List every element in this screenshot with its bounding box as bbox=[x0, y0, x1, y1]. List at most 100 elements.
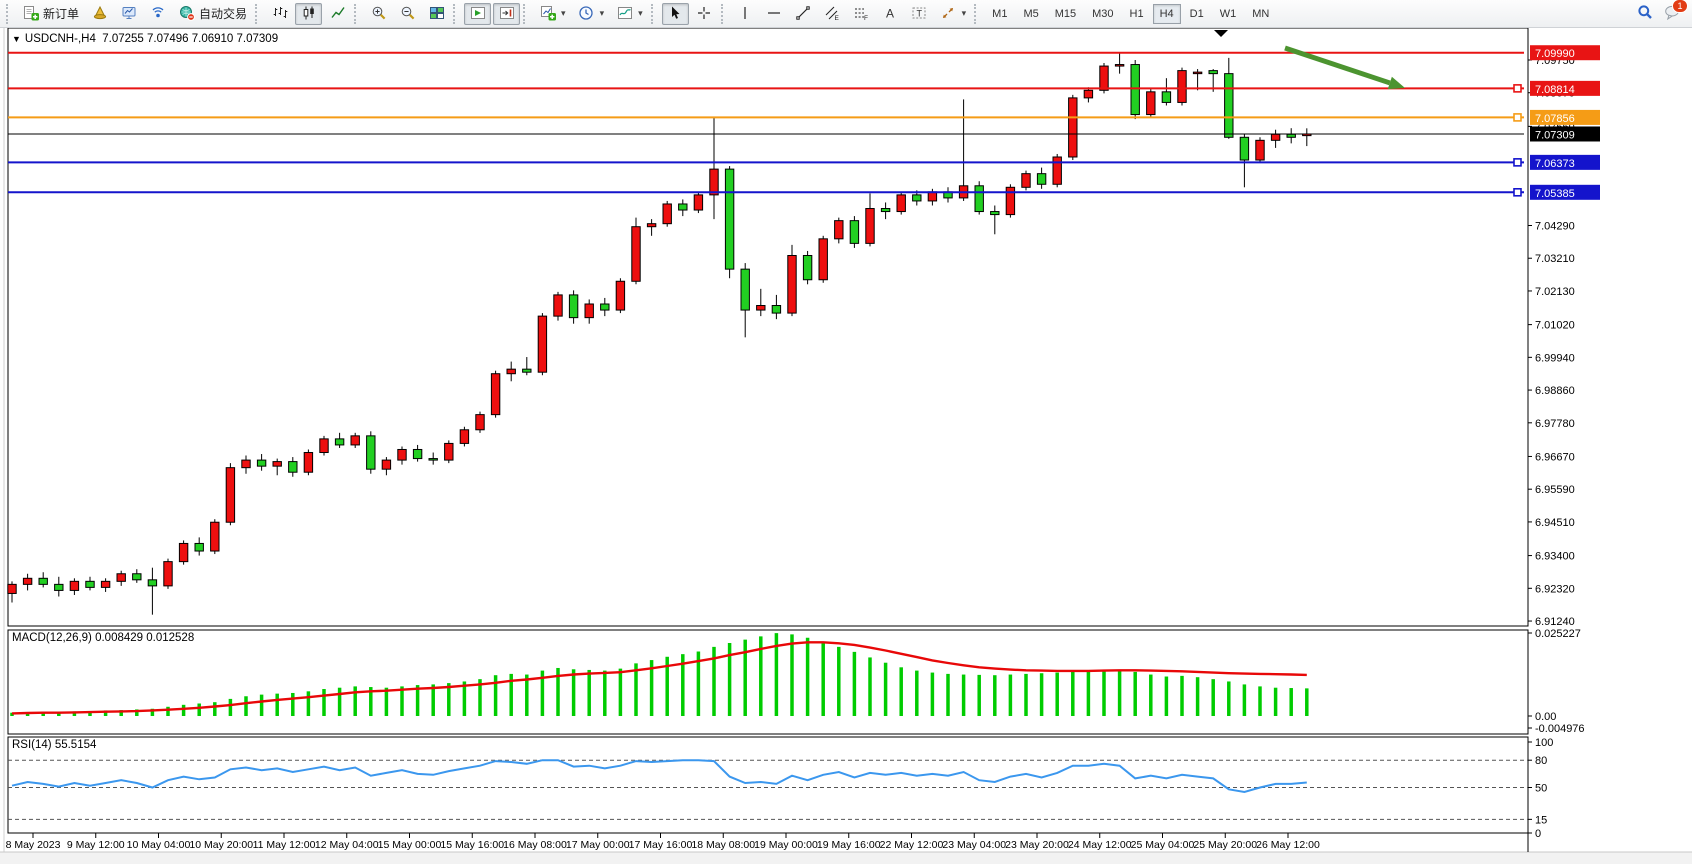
candle bbox=[272, 458, 282, 476]
candle bbox=[163, 558, 173, 589]
chevron-down-icon[interactable]: ▾ bbox=[638, 8, 643, 18]
candle bbox=[506, 361, 516, 382]
zoom-out-button[interactable] bbox=[394, 3, 421, 25]
toolbar-grip[interactable] bbox=[523, 3, 529, 24]
timeframe-m15[interactable]: M15 bbox=[1048, 4, 1083, 24]
bar-chart-button[interactable] bbox=[266, 3, 293, 25]
candle bbox=[553, 291, 563, 321]
auto-scroll-button[interactable] bbox=[464, 2, 492, 25]
line-chart-icon bbox=[329, 5, 346, 22]
level-line-handle[interactable] bbox=[1513, 188, 1522, 197]
chevron-down-icon[interactable]: ▾ bbox=[961, 8, 967, 18]
horizontal-line-button[interactable] bbox=[761, 3, 788, 25]
macd-panel[interactable] bbox=[7, 629, 1529, 735]
candle bbox=[865, 193, 875, 247]
toolbar-grip[interactable] bbox=[6, 3, 12, 24]
candle bbox=[54, 576, 64, 597]
toolbar-grip[interactable] bbox=[354, 3, 360, 24]
toolbar-grip[interactable] bbox=[255, 3, 261, 24]
level-line-handle[interactable] bbox=[1513, 113, 1522, 122]
trade-group: 新订单 自动交易 bbox=[16, 1, 253, 27]
new-chart-button[interactable]: ▾ bbox=[534, 3, 571, 25]
timeframe-m1[interactable]: M1 bbox=[985, 4, 1014, 24]
timeframe-m5[interactable]: M5 bbox=[1016, 4, 1045, 24]
cursor-button[interactable] bbox=[661, 2, 689, 25]
level-line-handle[interactable] bbox=[1513, 84, 1522, 93]
trendline-icon bbox=[795, 5, 812, 22]
candlestick-button[interactable] bbox=[295, 2, 323, 25]
period-button[interactable]: ▾ bbox=[573, 3, 610, 25]
candle bbox=[381, 457, 392, 476]
timeframe-w1[interactable]: W1 bbox=[1213, 4, 1244, 24]
chevron-down-icon[interactable]: ▾ bbox=[599, 8, 605, 18]
candle bbox=[522, 357, 532, 376]
level-price-text: 7.09990 bbox=[1535, 48, 1575, 60]
channel-button[interactable]: E bbox=[819, 3, 846, 25]
crosshair-button[interactable] bbox=[691, 3, 718, 25]
candle bbox=[1224, 57, 1234, 139]
candle bbox=[568, 290, 579, 324]
toolbar-grip[interactable] bbox=[453, 3, 459, 24]
time-axis-label: 17 May 00:00 bbox=[566, 839, 630, 851]
channel-icon: E bbox=[824, 5, 841, 22]
template-icon bbox=[616, 5, 633, 22]
candle bbox=[600, 297, 610, 317]
candle bbox=[880, 202, 891, 220]
timeframe-h1[interactable]: H1 bbox=[1123, 4, 1151, 24]
arrows-button[interactable]: ▾ bbox=[935, 3, 972, 25]
candle bbox=[787, 244, 797, 317]
text-button[interactable]: A bbox=[877, 3, 904, 25]
timeframe-d1[interactable]: D1 bbox=[1183, 4, 1211, 24]
price-tick-label: 6.97780 bbox=[1535, 418, 1575, 430]
template-button[interactable]: ▾ bbox=[611, 3, 648, 25]
trendline-button[interactable] bbox=[790, 3, 817, 25]
time-axis-label: 8 May 2023 bbox=[6, 839, 61, 851]
text-label-button[interactable]: T bbox=[906, 3, 933, 25]
candle bbox=[646, 219, 657, 236]
trend-arrow-annotation[interactable] bbox=[1284, 45, 1405, 90]
rsi-axis-label: 50 bbox=[1535, 783, 1547, 795]
candle bbox=[116, 570, 126, 586]
level-line-handle[interactable] bbox=[1513, 158, 1522, 167]
vertical-line-button[interactable] bbox=[732, 3, 759, 25]
candle bbox=[771, 294, 782, 320]
tile-windows-button[interactable] bbox=[423, 3, 450, 25]
shift-marker-icon[interactable] bbox=[1214, 30, 1228, 37]
toolbar-grip[interactable] bbox=[974, 3, 980, 24]
notifications-button[interactable]: 1 bbox=[1661, 0, 1688, 25]
indicators-button[interactable] bbox=[86, 3, 113, 25]
signals-button[interactable] bbox=[144, 3, 171, 25]
time-axis-label: 9 May 12:00 bbox=[67, 839, 125, 851]
rsi-panel[interactable] bbox=[7, 736, 1529, 834]
auto-trading-button[interactable]: 自动交易 bbox=[173, 3, 252, 25]
timeframe-h4[interactable]: H4 bbox=[1152, 3, 1181, 24]
market-watch-button[interactable] bbox=[115, 3, 142, 25]
macd-signal-line bbox=[11, 641, 1307, 715]
candle bbox=[1161, 78, 1172, 106]
candle bbox=[412, 444, 423, 462]
new-chart-group: ▾ ▾ ▾ bbox=[533, 1, 649, 27]
chart-canvas[interactable]: 7.097507.086707.075607.042907.032107.021… bbox=[0, 28, 1692, 864]
search-button[interactable] bbox=[1634, 2, 1655, 25]
search-icon bbox=[1636, 4, 1653, 21]
candle bbox=[256, 454, 267, 471]
toolbar-grip[interactable] bbox=[650, 3, 657, 24]
collapse-icon[interactable]: ▼ bbox=[12, 34, 21, 44]
price-panel[interactable] bbox=[7, 28, 1529, 627]
toolbar-grip[interactable] bbox=[720, 3, 727, 24]
time-axis-label: 15 May 16:00 bbox=[440, 839, 504, 851]
toolbar: 新订单 自动交易 ▾ ▾ bbox=[0, 0, 1692, 28]
new-order-button[interactable]: 新订单 bbox=[17, 3, 84, 25]
chevron-down-icon[interactable]: ▾ bbox=[561, 8, 566, 18]
bottom-strip bbox=[0, 852, 1692, 864]
timeframe-m30[interactable]: M30 bbox=[1085, 4, 1120, 24]
time-axis-label: 16 May 08:00 bbox=[503, 839, 567, 851]
chart-shift-button[interactable] bbox=[493, 2, 521, 25]
timeframe-mn[interactable]: MN bbox=[1245, 4, 1276, 24]
line-chart-button[interactable] bbox=[324, 3, 351, 25]
candle bbox=[724, 166, 735, 279]
fibonacci-button[interactable]: F bbox=[848, 3, 875, 25]
candle bbox=[709, 117, 719, 220]
zoom-in-button[interactable] bbox=[365, 3, 392, 25]
